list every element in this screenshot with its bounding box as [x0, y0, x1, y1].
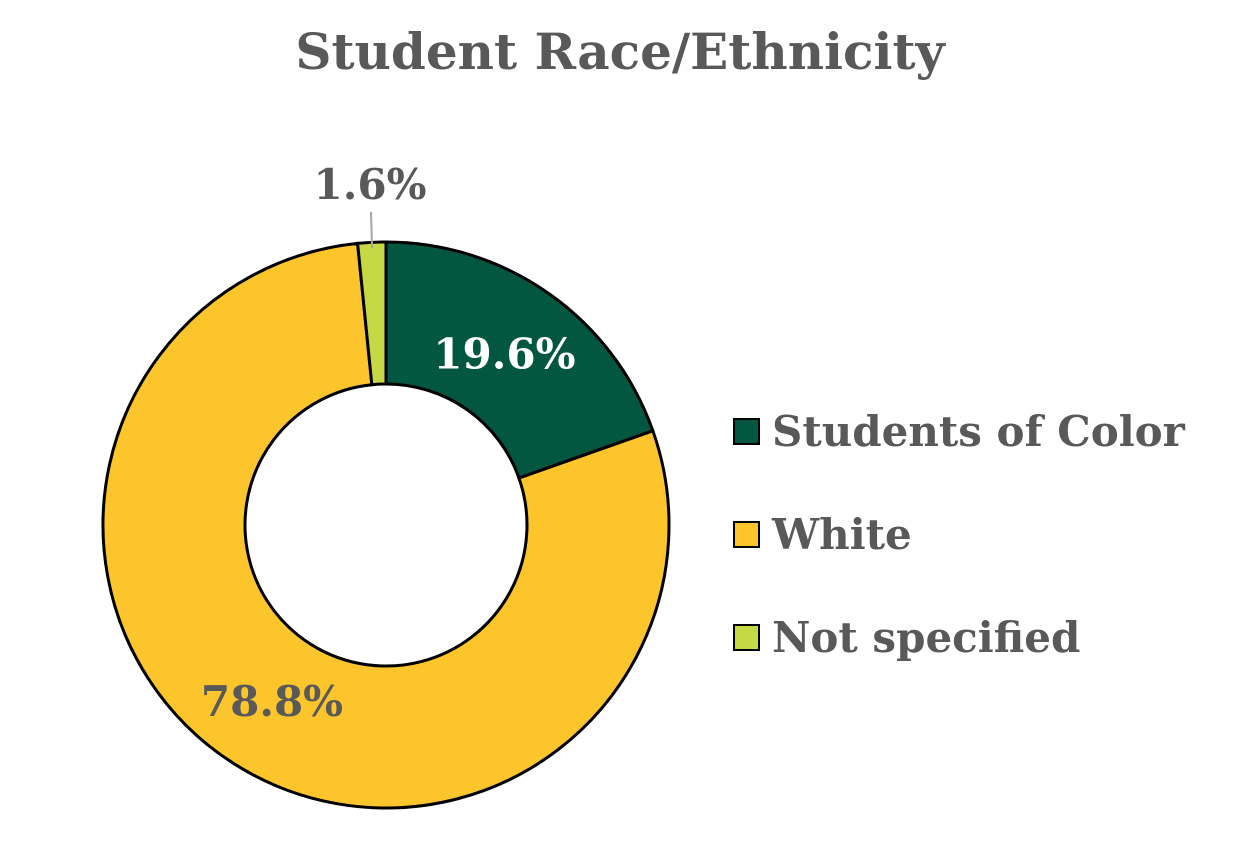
slice-not-specified [355, 240, 388, 387]
legend-swatch-not-specified [733, 624, 760, 651]
legend-swatch-white [733, 521, 760, 548]
chart-title: Student Race/Ethnicity [295, 22, 945, 81]
legend-item-white: White [733, 483, 1185, 586]
data-label-white: 78.8% [201, 677, 343, 726]
slice-students-of-color [384, 240, 655, 480]
legend-item-not-specified: Not specified [733, 586, 1185, 689]
leader-line-not-specified [370, 211, 374, 249]
legend-label-students-of-color: Students of Color [772, 407, 1185, 456]
legend-label-not-specified: Not specified [772, 613, 1081, 662]
legend-swatch-students-of-color [733, 418, 760, 445]
slice-white [101, 241, 671, 810]
data-label-students-of-color: 19.6% [433, 330, 575, 379]
data-label-not-specified: 1.6% [314, 160, 427, 209]
legend-item-students-of-color: Students of Color [733, 380, 1185, 483]
legend-label-white: White [772, 510, 912, 559]
legend: Students of Color White Not specified [733, 380, 1185, 689]
